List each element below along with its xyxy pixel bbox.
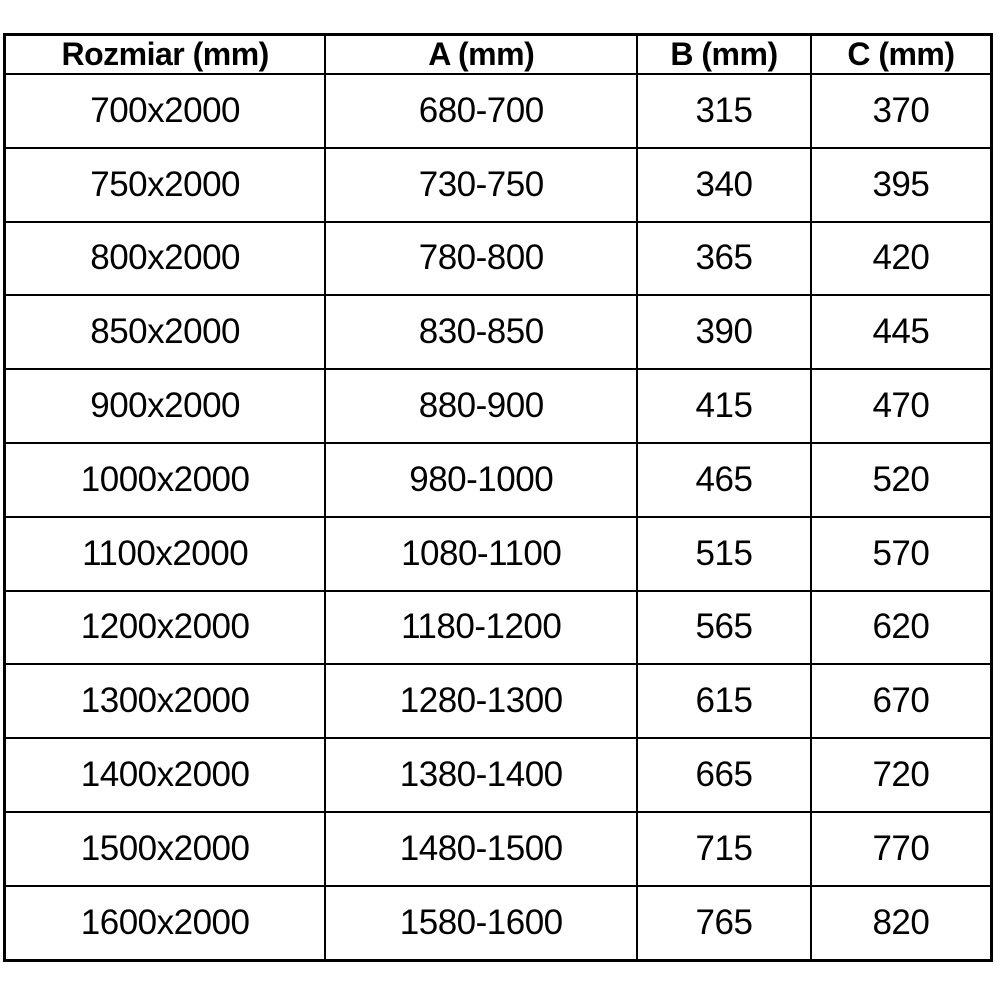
table-cell: 680-700 bbox=[324, 73, 639, 149]
table-cell: 565 bbox=[636, 589, 812, 666]
table-cell: 520 bbox=[809, 441, 993, 518]
table-cell: 1280-1300 bbox=[324, 663, 639, 740]
table-cell: 1380-1400 bbox=[324, 737, 639, 813]
table-cell: 470 bbox=[809, 368, 993, 444]
table-cell: 1180-1200 bbox=[324, 589, 639, 666]
table-cell: 1400x2000 bbox=[3, 737, 327, 813]
table-cell: 620 bbox=[809, 589, 993, 666]
column-header: B (mm) bbox=[636, 33, 812, 75]
table-cell: 770 bbox=[809, 810, 993, 887]
table-cell: 830-850 bbox=[324, 294, 639, 371]
table-cell: 1200x2000 bbox=[3, 589, 327, 666]
table-cell: 390 bbox=[636, 294, 812, 371]
table-cell: 880-900 bbox=[324, 368, 639, 444]
table-cell: 515 bbox=[636, 515, 812, 592]
table-row: 1500x2000 1480-1500 715 770 bbox=[3, 810, 993, 887]
table-cell: 820 bbox=[809, 884, 993, 962]
table-cell: 1100x2000 bbox=[3, 515, 327, 592]
table-cell: 700x2000 bbox=[3, 73, 327, 149]
table-cell: 365 bbox=[636, 220, 812, 297]
table-cell: 1300x2000 bbox=[3, 663, 327, 740]
table-cell: 730-750 bbox=[324, 146, 639, 223]
table-cell: 980-1000 bbox=[324, 441, 639, 518]
table-cell: 415 bbox=[636, 368, 812, 444]
table-cell: 340 bbox=[636, 146, 812, 223]
table-cell: 395 bbox=[809, 146, 993, 223]
table-cell: 615 bbox=[636, 663, 812, 740]
table-cell: 900x2000 bbox=[3, 368, 327, 444]
table-cell: 665 bbox=[636, 737, 812, 813]
table-row: 1400x2000 1380-1400 665 720 bbox=[3, 737, 993, 813]
table-row: 1600x2000 1580-1600 765 820 bbox=[3, 884, 993, 962]
header-row: Rozmiar (mm) A (mm) B (mm) C (mm) bbox=[3, 33, 993, 75]
table-cell: 670 bbox=[809, 663, 993, 740]
table-cell: 715 bbox=[636, 810, 812, 887]
size-table: Rozmiar (mm) A (mm) B (mm) C (mm) 700x2000 6… bbox=[3, 33, 993, 962]
table-row: 1200x2000 1180-1200 565 620 bbox=[3, 589, 993, 666]
table-cell: 780-800 bbox=[324, 220, 639, 297]
table-cell: 1480-1500 bbox=[324, 810, 639, 887]
table-cell: 420 bbox=[809, 220, 993, 297]
table-cell: 1580-1600 bbox=[324, 884, 639, 962]
table-cell: 370 bbox=[809, 73, 993, 149]
table-cell: 765 bbox=[636, 884, 812, 962]
table-cell: 1080-1100 bbox=[324, 515, 639, 592]
column-header: A (mm) bbox=[324, 33, 639, 75]
table-row: 1000x2000 980-1000 465 520 bbox=[3, 441, 993, 518]
table-row: 750x2000 730-750 340 395 bbox=[3, 146, 993, 223]
table-cell: 1000x2000 bbox=[3, 441, 327, 518]
table-cell: 750x2000 bbox=[3, 146, 327, 223]
table-row: 1100x2000 1080-1100 515 570 bbox=[3, 515, 993, 592]
table-row: 1300x2000 1280-1300 615 670 bbox=[3, 663, 993, 740]
table-cell: 315 bbox=[636, 73, 812, 149]
column-header: Rozmiar (mm) bbox=[3, 33, 327, 75]
table-row: 850x2000 830-850 390 445 bbox=[3, 294, 993, 371]
table-cell: 1500x2000 bbox=[3, 810, 327, 887]
table-cell: 1600x2000 bbox=[3, 884, 327, 962]
table-cell: 720 bbox=[809, 737, 993, 813]
table-cell: 445 bbox=[809, 294, 993, 371]
table-row: 700x2000 680-700 315 370 bbox=[3, 73, 993, 149]
table-cell: 570 bbox=[809, 515, 993, 592]
table-cell: 850x2000 bbox=[3, 294, 327, 371]
table-body: 700x2000 680-700 315 370 750x2000 730-750 340 3… bbox=[3, 73, 993, 962]
table-cell: 465 bbox=[636, 441, 812, 518]
table-row: 800x2000 780-800 365 420 bbox=[3, 220, 993, 297]
table-row: 900x2000 880-900 415 470 bbox=[3, 368, 993, 444]
table-cell: 800x2000 bbox=[3, 220, 327, 297]
size-table-container: Rozmiar (mm) A (mm) B (mm) C (mm) 700x2000 6… bbox=[3, 33, 993, 962]
column-header: C (mm) bbox=[809, 33, 993, 75]
